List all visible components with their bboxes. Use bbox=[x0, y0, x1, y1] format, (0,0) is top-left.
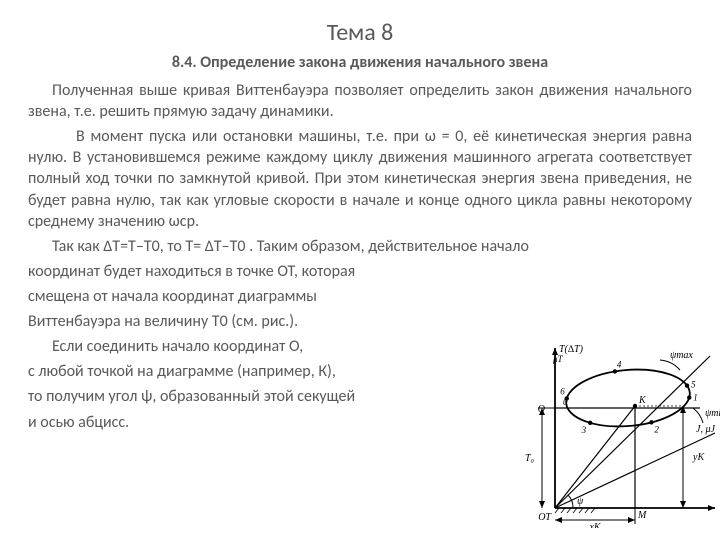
svg-text:yK: yK bbox=[692, 452, 705, 463]
paragraph-3d: Виттенбауэра на величину Т0 (см. рис.). bbox=[28, 311, 468, 332]
paragraph-4a: Если соединить начало координат О, bbox=[28, 336, 468, 357]
svg-text:6: 6 bbox=[560, 386, 565, 396]
svg-text:T(∆T): T(∆T) bbox=[559, 344, 584, 355]
page-title: Тема 8 bbox=[28, 18, 692, 47]
svg-text:ψmax: ψmax bbox=[670, 350, 693, 361]
paragraph-4d: и осью абцисс. bbox=[28, 412, 468, 433]
wittenbauer-diagram: T(∆T)μT J, μJ О ОТ К М T₀ xK yK ψ ψmax ψmin 0 1 2 3 4 5 6 bbox=[500, 338, 720, 528]
svg-text:5: 5 bbox=[691, 380, 696, 390]
svg-text:М: М bbox=[637, 510, 647, 521]
svg-text:xK: xK bbox=[588, 522, 601, 528]
section-heading: 8.4. Определение закона движения начальн… bbox=[28, 53, 692, 72]
svg-text:ψ: ψ bbox=[577, 496, 584, 507]
svg-text:2: 2 bbox=[654, 424, 659, 434]
svg-text:3: 3 bbox=[581, 425, 587, 435]
paragraph-3b: координат будет находиться в точке ОТ, к… bbox=[28, 261, 468, 282]
svg-text:J, μJ: J, μJ bbox=[696, 424, 715, 435]
svg-text:К: К bbox=[638, 395, 647, 406]
svg-text:ψmin: ψmin bbox=[705, 408, 720, 419]
svg-text:0: 0 bbox=[563, 397, 568, 407]
svg-text:T₀: T₀ bbox=[525, 453, 535, 464]
svg-text:О: О bbox=[538, 404, 545, 415]
paragraph-1: Полученная выше кривая Виттенбауэра позв… bbox=[28, 80, 692, 122]
svg-text:4: 4 bbox=[617, 359, 622, 369]
svg-text:μT: μT bbox=[552, 354, 564, 364]
paragraph-3c: смещена от начала координат диаграммы bbox=[28, 286, 468, 307]
svg-text:ОТ: ОТ bbox=[538, 512, 552, 523]
paragraph-4c: то получим угол ψ, образованный этой сек… bbox=[28, 386, 468, 407]
svg-text:1: 1 bbox=[693, 393, 698, 403]
paragraph-2: В момент пуска или остановки машины, т.е… bbox=[28, 126, 692, 232]
paragraph-4b: с любой точкой на диаграмме (например, К… bbox=[28, 361, 468, 382]
paragraph-3a: Так как ∆Т=Т–Т0, то Т= ∆Т–Т0 . Таким обр… bbox=[28, 236, 692, 257]
